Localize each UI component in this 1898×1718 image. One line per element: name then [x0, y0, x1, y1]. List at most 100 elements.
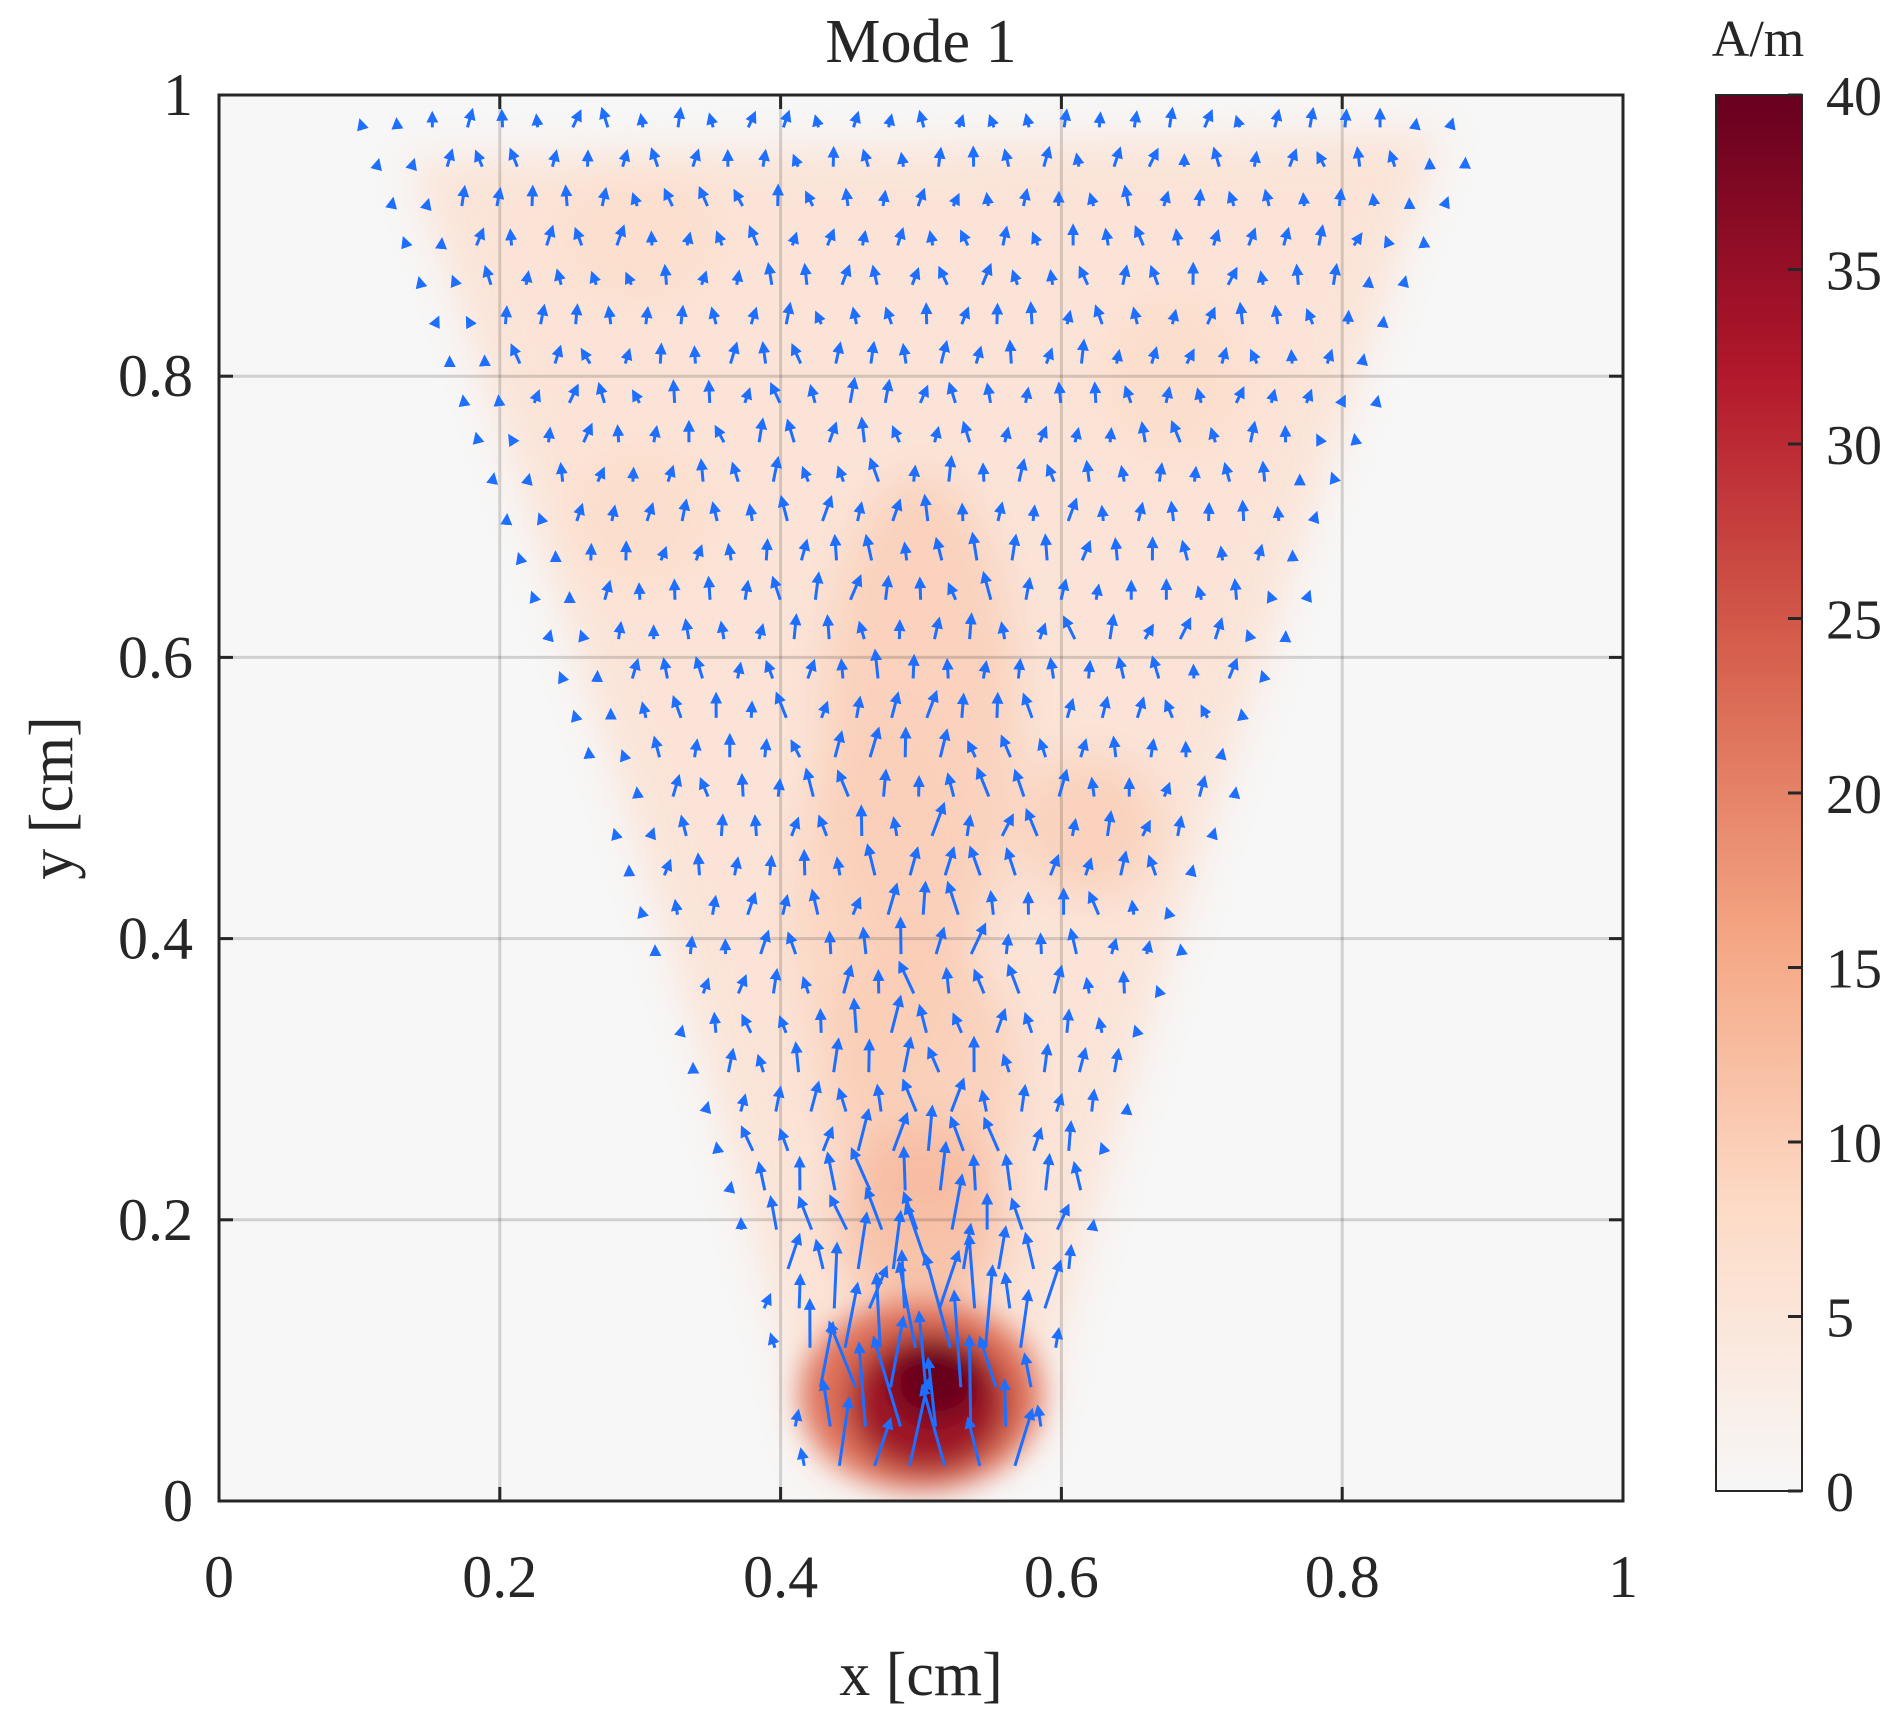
quiver-arrow	[644, 826, 656, 841]
quiver-arrow	[1178, 616, 1192, 640]
quiver-arrow	[897, 151, 909, 167]
heatmap-patch	[1103, 291, 1244, 461]
quiver-arrow	[784, 418, 797, 443]
quiver-arrow	[759, 929, 771, 955]
quiver-arrow	[790, 1041, 803, 1073]
quiver-arrow	[689, 148, 701, 168]
quiver-arrow	[1233, 386, 1245, 404]
quiver-arrow	[977, 462, 990, 482]
quiver-arrow	[1120, 184, 1133, 207]
quiver-arrow	[1140, 819, 1151, 837]
quiver-arrow	[681, 618, 694, 640]
quiver-arrow	[492, 186, 505, 207]
quiver-arrow	[837, 1395, 854, 1467]
quiver-arrow	[716, 620, 729, 640]
quiver-arrow	[606, 504, 619, 522]
quiver-arrow	[1108, 735, 1121, 758]
axis-ticks	[217, 93, 1625, 1503]
quiver-arrow	[858, 926, 871, 955]
quiver-arrow	[1148, 264, 1161, 286]
quiver-arrow	[1015, 458, 1028, 482]
quiver-arrow	[1249, 348, 1261, 365]
quiver-arrow	[1111, 146, 1123, 168]
quiver-arrow	[849, 574, 863, 601]
quiver-arrow	[555, 461, 568, 482]
quiver-arrow	[1051, 1327, 1064, 1348]
quiver-arrow	[953, 113, 966, 128]
quiver-arrow	[787, 231, 799, 246]
quiver-arrow	[1067, 817, 1080, 837]
quiver-arrow	[764, 659, 776, 680]
quiver-arrow	[1006, 963, 1021, 994]
quiver-arrow	[755, 417, 768, 443]
quiver-arrow	[1245, 227, 1257, 246]
quiver-arrow	[1253, 543, 1265, 561]
quiver-arrow	[841, 187, 854, 207]
quiver-arrow	[1021, 1231, 1036, 1270]
quiver-arrow	[1118, 264, 1131, 286]
quiver-arrow	[901, 1078, 918, 1113]
quiver-arrow	[1087, 1088, 1099, 1112]
quiver-arrow	[932, 536, 945, 561]
y-tick-label: 0	[163, 1468, 193, 1534]
quiver-arrow	[789, 613, 802, 640]
quiver-arrow	[1022, 1011, 1035, 1034]
quiver-arrow	[620, 347, 633, 364]
quiver-arrow	[997, 621, 1010, 640]
quiver-arrow	[1123, 385, 1135, 404]
quiver-arrow	[856, 416, 869, 443]
quiver-arrow	[968, 1153, 981, 1191]
quiver-arrow	[1164, 106, 1177, 128]
quiver-arrow	[1064, 1243, 1077, 1270]
quiver-arrow	[856, 620, 868, 640]
quiver-arrow	[853, 1341, 867, 1427]
quiver-arrow	[922, 1252, 952, 1349]
quiver-arrow	[1082, 857, 1094, 876]
quiver-arrow	[1246, 420, 1259, 443]
plot-frame	[217, 93, 1625, 1503]
quiver-arrow	[938, 1249, 962, 1309]
quiver-arrow	[947, 582, 959, 601]
quiver-arrow	[385, 196, 398, 210]
quiver-arrow	[949, 1077, 966, 1113]
quiver-arrow	[1082, 976, 1095, 994]
quiver-arrow	[716, 813, 729, 837]
quiver-arrow	[755, 1161, 767, 1191]
quiver-arrow	[991, 302, 1004, 325]
quiver-arrow	[589, 270, 601, 286]
quiver-arrow	[573, 502, 585, 522]
quiver-arrow	[1053, 1092, 1065, 1112]
quiver-arrow	[999, 426, 1012, 443]
x-tick-label: 1	[1608, 1544, 1638, 1610]
quiver-arrow	[542, 629, 554, 643]
quiver-arrow	[964, 612, 977, 640]
quiver-arrow	[465, 315, 477, 330]
quiver-arrow	[918, 880, 931, 915]
quiver-arrow	[1064, 1120, 1077, 1152]
quiver-arrow	[944, 772, 957, 797]
quiver-arrow	[824, 930, 837, 955]
quiver-arrow	[886, 882, 900, 916]
quiver-arrow	[1000, 1271, 1013, 1309]
quiver-arrow	[1053, 381, 1066, 404]
quiver-arrow	[685, 935, 698, 955]
quiver-arrow	[821, 494, 834, 522]
quiver-arrow	[758, 148, 770, 167]
quiver-arrow	[1302, 388, 1314, 404]
quiver-arrow	[919, 1383, 947, 1467]
quiver-arrow	[760, 1292, 772, 1309]
quiver-arrow	[1027, 504, 1040, 522]
quiver-arrow	[1040, 1043, 1053, 1073]
quiver-arrow	[1032, 1126, 1044, 1152]
quiver-arrow	[943, 846, 957, 876]
quiver-arrow	[1021, 692, 1034, 719]
quiver-arrow	[827, 1320, 857, 1388]
quiver-arrow	[1040, 145, 1053, 168]
quiver-arrow	[755, 1053, 767, 1073]
quiver-arrow	[1226, 266, 1238, 286]
quiver-arrow	[919, 493, 932, 522]
quiver-arrow	[428, 315, 440, 329]
quiver-arrow	[659, 263, 672, 285]
quiver-arrow	[508, 433, 520, 448]
quiver-arrow	[984, 1264, 998, 1348]
